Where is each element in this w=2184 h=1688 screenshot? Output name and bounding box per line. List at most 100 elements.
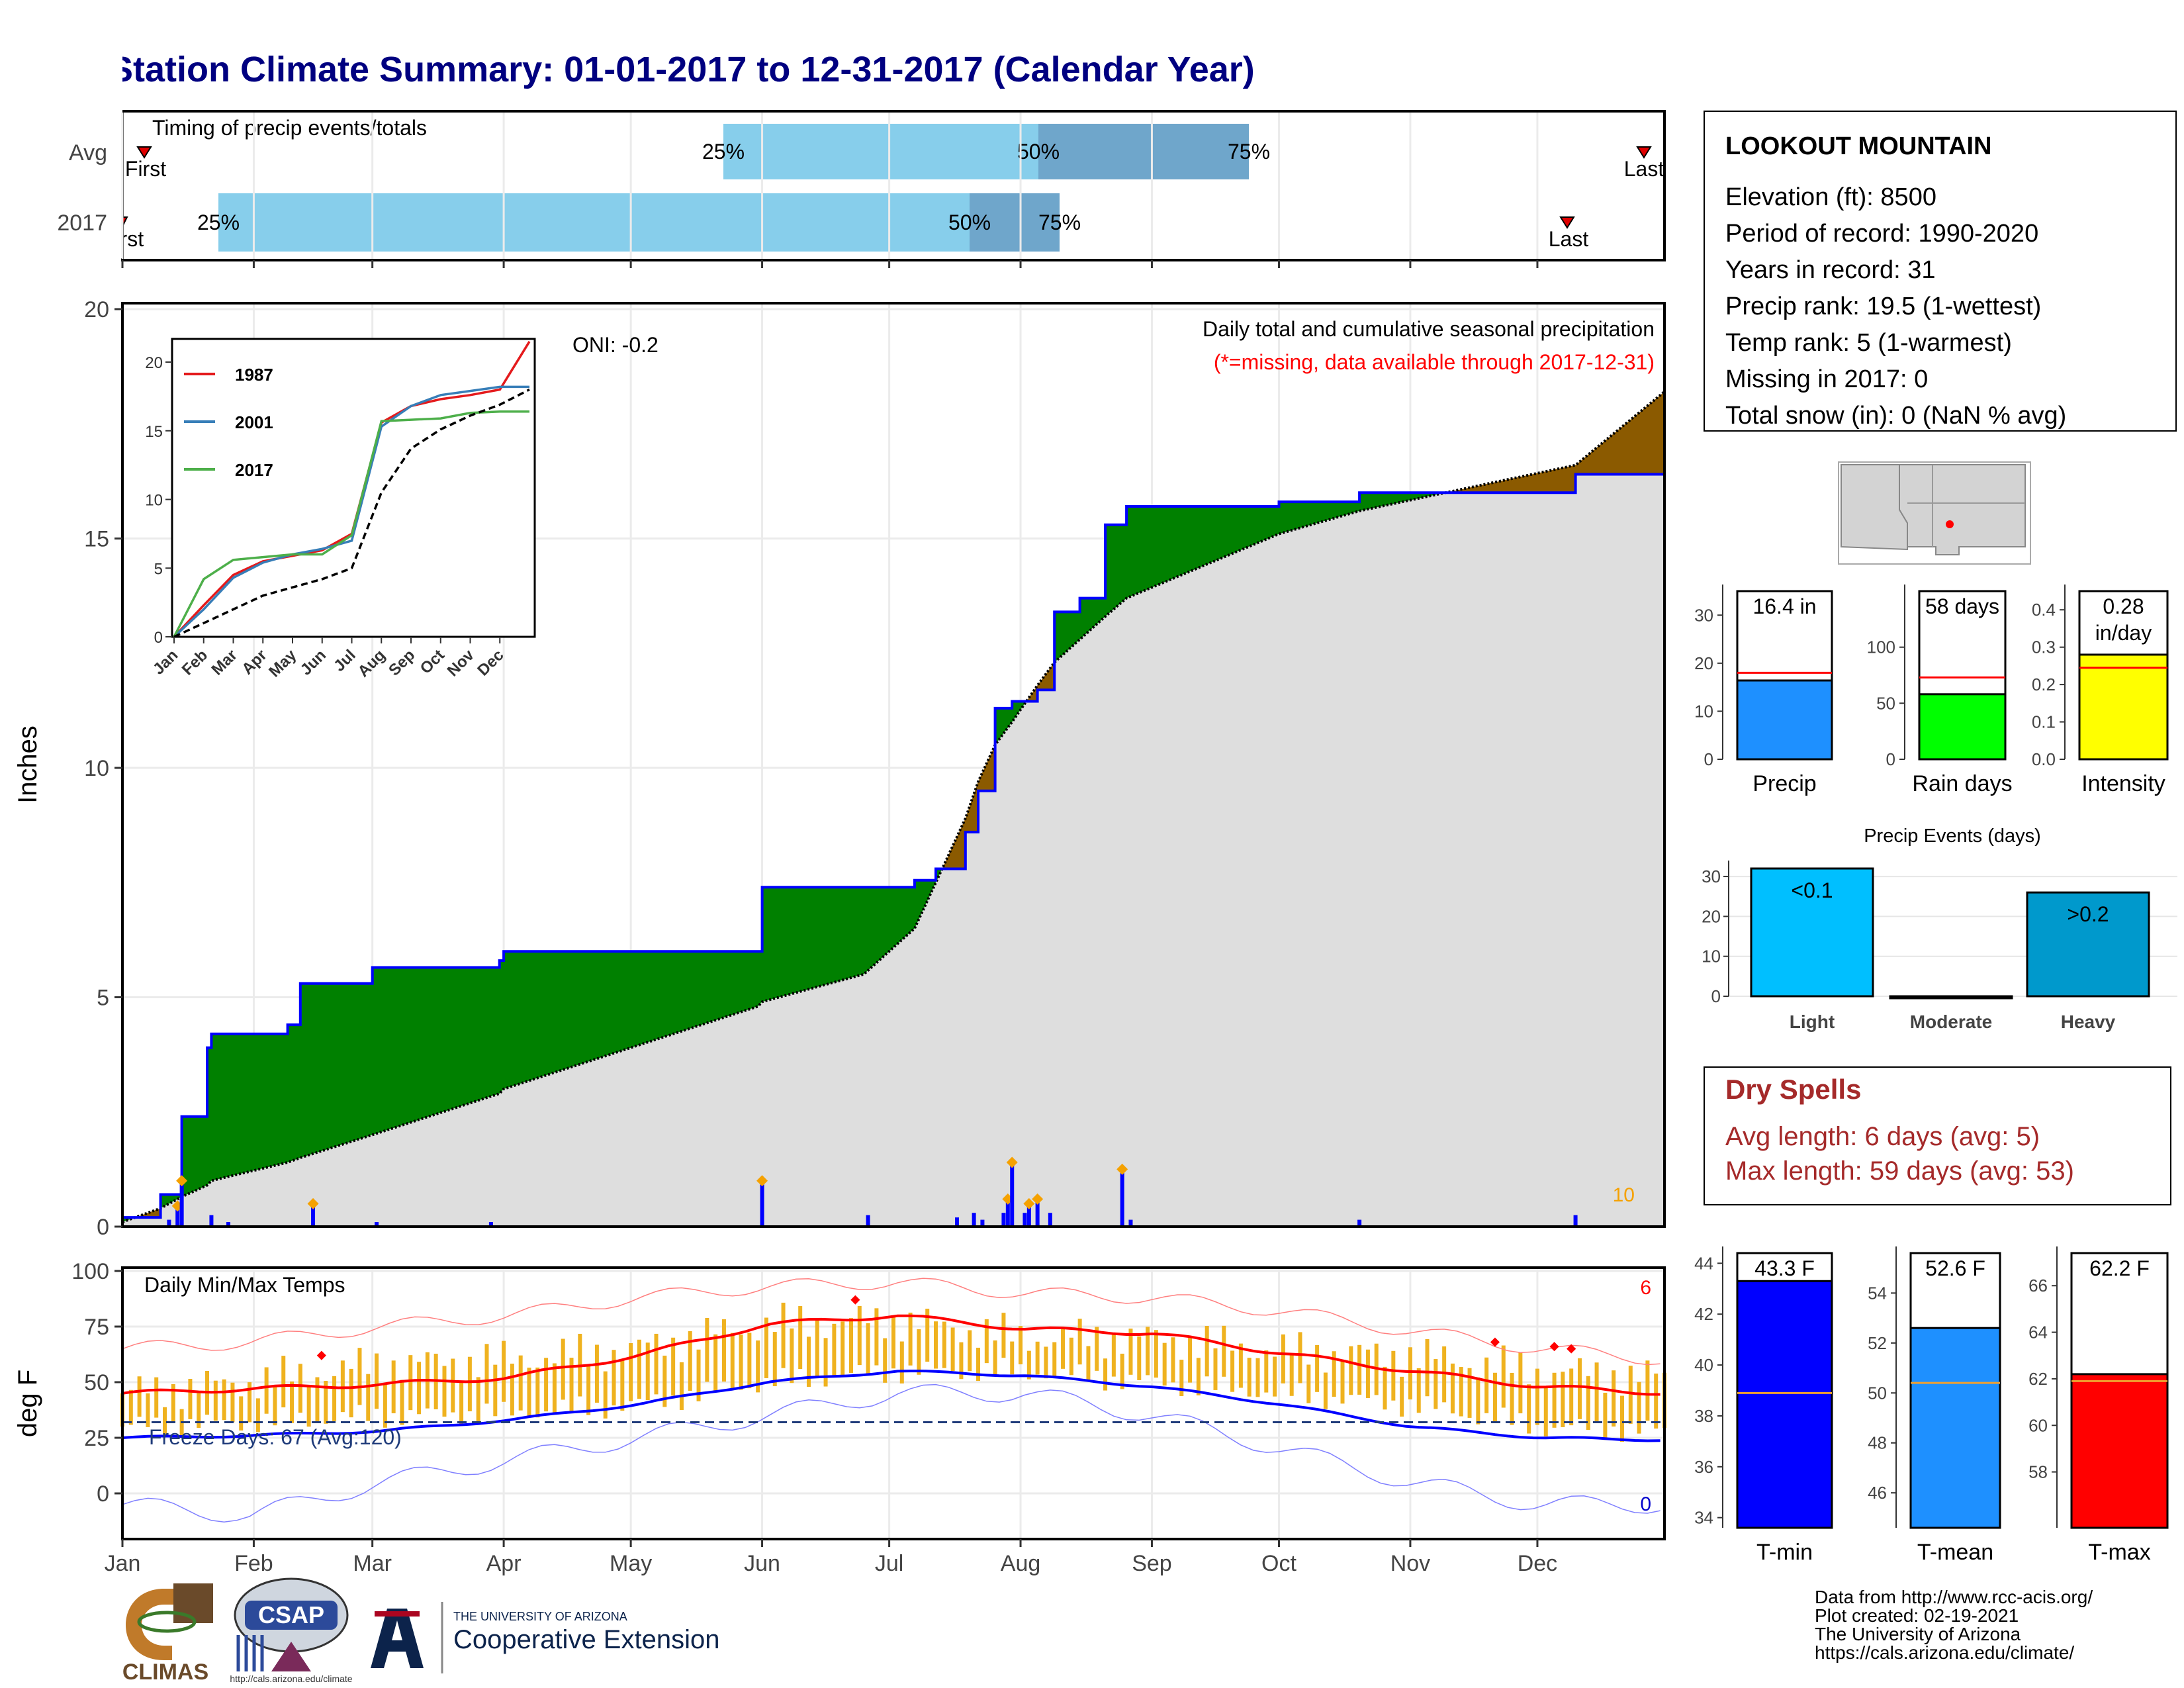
daily-temp-range-bar <box>1103 1358 1108 1391</box>
daily-temp-range-bar <box>891 1315 895 1369</box>
daily-temp-range-bar <box>781 1302 786 1368</box>
daily-temp-range-bar <box>1026 1350 1031 1380</box>
daily-precip-bar <box>1005 1199 1010 1227</box>
t-min-tick-label-4: 42 <box>1694 1304 1713 1324</box>
daily-temp-range-bar <box>645 1342 650 1401</box>
daily-temp-range-bar <box>1315 1344 1320 1392</box>
daily-temp-range-bar <box>502 1340 506 1402</box>
avg-p25-label: 25% <box>702 140 745 164</box>
daily-temp-range-bar <box>984 1319 989 1364</box>
intensity-bar <box>2078 653 2169 761</box>
avg-min-line <box>122 1370 1661 1442</box>
daily-precip-bar <box>1048 1213 1052 1227</box>
daily-temp-range-bar <box>1619 1395 1624 1442</box>
intensity-tick-label-0: 0.0 <box>2032 749 2056 769</box>
daily-temp-range-bar <box>798 1306 803 1370</box>
precip-events-chart: Precip Events (days) 0 10 20 30 <0.1 Light Mod… <box>1702 825 2177 1032</box>
events-category-moderate: Moderate <box>1910 1011 1992 1032</box>
avg-max-line <box>122 1314 1661 1396</box>
timing-title: Timing of precip events/totals <box>152 116 427 140</box>
daily-temp-range-bar <box>671 1337 676 1396</box>
daily-temp-range-bar <box>417 1362 422 1415</box>
daily-temp-range-bar <box>1298 1332 1302 1383</box>
footer-line-3: The University of Arizona <box>1815 1624 2021 1644</box>
daily-temp-range-bar <box>273 1385 277 1426</box>
daily-temp-range-bar <box>1518 1352 1523 1414</box>
inset-ytick-label-2: 10 <box>145 492 163 510</box>
daily-temp-range-bar <box>230 1382 235 1423</box>
daily-precip-bar <box>1010 1162 1015 1227</box>
rain-days-value-label: 58 days <box>1925 594 1999 618</box>
daily-temp-range-bar <box>925 1308 930 1362</box>
record-min-line <box>122 1383 1661 1523</box>
daily-temp-range-bar <box>1230 1350 1235 1392</box>
precip-panel-subtitle: (*=missing, data available through 2017-… <box>1214 350 1655 374</box>
daily-temp-range-bar <box>629 1342 633 1401</box>
inset-ytick-label-3: 15 <box>145 423 163 441</box>
temp-y-axis: 0 25 50 75 100 <box>71 1259 122 1507</box>
precip-total-tick-label-0: 0 <box>1704 749 1713 769</box>
daily-temp-range-bar <box>1052 1342 1057 1377</box>
daily-temp-range-bar <box>1281 1334 1285 1383</box>
daily-precip-bar <box>179 1180 184 1227</box>
ua-large-text: Cooperative Extension <box>453 1625 719 1654</box>
dry-spells-title: Dry Spells <box>1725 1074 1861 1105</box>
precip-total-tick-label-1: 10 <box>1694 701 1713 721</box>
daily-temp-range-bar <box>222 1379 226 1421</box>
daily-temp-range-bar <box>1383 1366 1387 1410</box>
intensity-axis-label: Intensity <box>2081 771 2165 796</box>
temp-frame <box>121 1266 1666 1540</box>
month-axis: Jan Feb Mar Apr May Jun Jul Aug Sep Oct Nov Dec <box>105 260 1557 1576</box>
csap-text: CSAP <box>258 1601 324 1628</box>
daily-precip-bar <box>167 1219 171 1227</box>
inset-ytick-label-0: 0 <box>154 629 163 647</box>
inset-y-axis: 0 5 10 15 20 <box>145 354 172 647</box>
precip-total-axis-label: Precip <box>1752 771 1816 796</box>
legend-1987-label: 1987 <box>235 365 273 385</box>
daily-temp-range-bar <box>357 1348 362 1405</box>
timing-panel: Timing of precip events/totals Avg 2017 … <box>0 0 1706 263</box>
daily-temp-range-bar <box>883 1338 887 1383</box>
daily-temp-range-bar <box>756 1340 760 1393</box>
daily-temp-range-bar <box>620 1358 625 1411</box>
intensity-value-label: 0.28 <box>2103 594 2144 618</box>
daily-temp-range-bar <box>713 1334 718 1391</box>
daily-temp-range-bar <box>705 1317 709 1382</box>
daily-precip-bar <box>980 1219 985 1227</box>
month-label-3: Apr <box>486 1551 522 1576</box>
daily-temp-range-bar <box>1459 1367 1463 1417</box>
inset-ytick-label-4: 20 <box>145 354 163 372</box>
daily-temp-range-bar <box>188 1379 193 1419</box>
intensity-tick-label-3: 0.3 <box>2032 637 2056 657</box>
daily-temp-range-bar <box>637 1339 641 1399</box>
month-label-4: May <box>610 1551 652 1576</box>
daily-temp-range-bar <box>281 1356 286 1408</box>
daily-temp-range-bar <box>484 1344 489 1404</box>
daily-temp-range-bar <box>459 1380 464 1426</box>
dry-spells-frame <box>1704 1066 2171 1205</box>
daily-temp-range-bar <box>290 1382 295 1423</box>
month-label-10: Nov <box>1390 1551 1430 1576</box>
t-mean-tick-label-4: 54 <box>1868 1283 1887 1303</box>
daily-temp-range-bar <box>340 1360 345 1413</box>
page-title: Station Climate Summary: 01-01-2017 to 1… <box>109 50 1255 89</box>
daily-temp-range-bar <box>908 1312 913 1366</box>
extreme-precip-marker <box>1032 1193 1044 1205</box>
daily-temp-range-bar <box>306 1386 311 1427</box>
inset-lines <box>173 340 531 638</box>
intensity-tick-label-4: 0.4 <box>2032 600 2056 620</box>
station-lines: Elevation (ft): 8500 Period of record: 19… <box>1725 183 2066 430</box>
timing-right-mask <box>1666 111 1706 263</box>
t-max-tick-label-3: 64 <box>2028 1323 2048 1342</box>
daily-temp-range-bar <box>239 1396 244 1431</box>
daily-temp-range-bar <box>264 1367 269 1414</box>
month-label-0: Jan <box>105 1551 141 1576</box>
ua-small-text: THE UNIVERSITY OF ARIZONA <box>453 1610 627 1623</box>
avg-first-marker <box>136 146 152 159</box>
daily-temp-range-bar <box>1077 1319 1082 1365</box>
y2017-last-marker <box>1559 216 1575 229</box>
daily-temp-range-bar <box>544 1358 549 1412</box>
daily-temp-range-bar <box>993 1340 997 1376</box>
t-mean-axis-label: T-mean <box>1917 1540 1993 1565</box>
